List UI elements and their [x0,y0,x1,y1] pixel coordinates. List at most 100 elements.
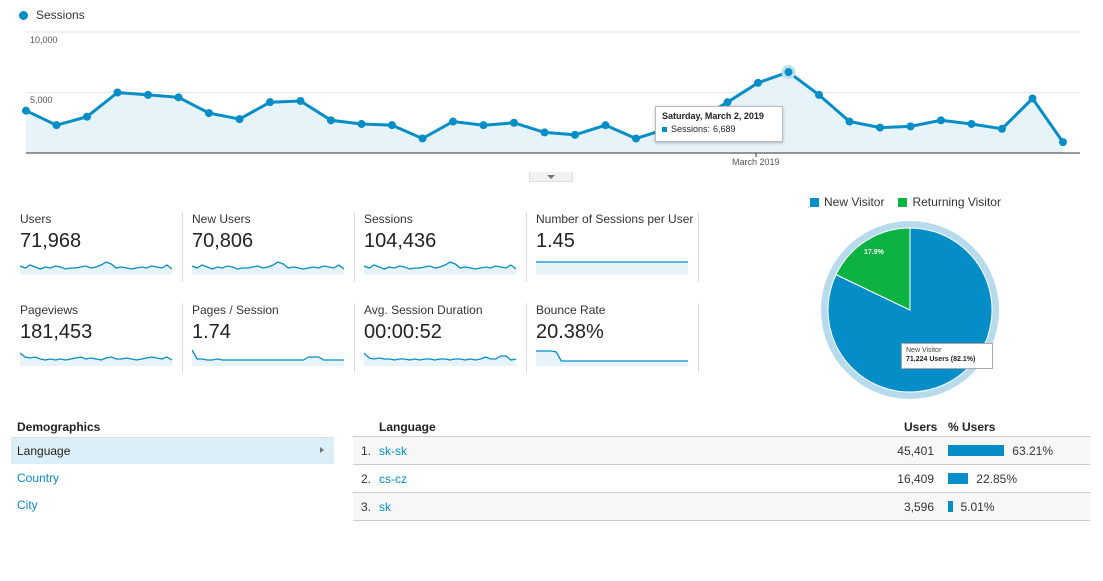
metric-label: Avg. Session Duration [364,303,483,317]
data-point [235,115,244,124]
share-bar [948,473,969,484]
metric-value: 1.74 [192,321,231,343]
metric-value: 1.45 [536,230,575,252]
metric-sessions-per-user[interactable]: Number of Sessions per User 1.45 [536,212,706,290]
metric-new-users[interactable]: New Users 70,806 [192,212,362,290]
data-point [479,121,488,130]
data-point [449,117,457,126]
row-number: 3. [361,500,372,514]
data-point [540,128,549,137]
metric-value: 104,436 [364,230,437,252]
demographics-item-label: Language [17,444,71,458]
divider [353,492,1090,493]
metric-bounce-rate[interactable]: Bounce Rate 20.38% [536,303,706,381]
divider [182,212,183,282]
pie-legend-returning-visitor[interactable]: Returning Visitor [898,195,1001,209]
data-point [418,134,427,143]
data-point [1028,94,1037,103]
bounce-rate-sparkline [536,350,688,366]
returning-visitor-square-icon [898,197,908,207]
metric-pageviews[interactable]: Pageviews 181,453 [20,303,190,381]
divider [698,212,699,282]
data-point [937,116,945,125]
users-sparkline [20,261,173,275]
sessions-per-user-sparkline [536,261,688,275]
pie-tooltip-title: New Visitor [906,347,942,354]
tooltip-date: Saturday, March 2, 2019 [662,111,764,121]
language-link[interactable]: sk [379,500,391,514]
sessions-legend[interactable]: Sessions [19,8,85,22]
language-link[interactable]: sk-sk [379,444,407,458]
y-tick-5000: 5,000 [30,95,53,105]
share-pct: 22.85% [976,472,1017,486]
demographics-item-language[interactable]: Language [11,438,334,464]
x-axis-label: March 2019 [732,157,780,167]
divider [354,303,355,373]
table-row: 1. sk-sk 45,401 63.21% [353,437,1090,465]
sparkline-area [20,262,172,275]
metric-label: Pageviews [20,303,79,317]
language-link[interactable]: cs-cz [379,472,407,486]
data-point [754,78,762,87]
metric-sessions[interactable]: Sessions 104,436 [364,212,534,290]
pie-tooltip-value: 71,224 Users (82.1%) [906,356,976,363]
tooltip-value: 6,689 [713,124,736,134]
divider [11,437,334,438]
sessions-sparkline [364,261,517,275]
demographics-item-label: Country [17,471,60,485]
pages-per-session-sparkline [192,349,344,366]
demographics-item-city[interactable]: City [11,492,334,518]
column-header-language: Language [379,420,436,434]
data-point [571,130,579,139]
data-point [723,98,732,107]
data-point [876,123,884,132]
pie-slice-returning-visitor [835,227,911,311]
sparkline-line [536,350,688,362]
sessions-line-chart: Sessions 10,000 5,000 March 2019 Saturda… [0,0,1103,185]
data-point [327,116,335,125]
data-point [784,68,793,77]
sparkline-line [192,261,345,270]
data-point [174,93,183,102]
demographics-item-country[interactable]: Country [11,465,334,491]
data-point [357,119,366,128]
divider [526,303,527,373]
metric-users[interactable]: Users 71,968 [20,212,190,290]
demographics-heading: Demographics [17,420,101,434]
metric-label: Users [20,212,52,226]
data-point [113,88,122,97]
divider [353,464,1090,465]
data-point [815,90,823,99]
pie-legend-new-visitor[interactable]: New Visitor [810,195,884,209]
sparkline-line [20,261,173,270]
new-visitor-square-icon [810,197,819,207]
data-point [52,121,61,130]
metric-value: 181,453 [20,321,93,343]
metric-value: 71,968 [20,230,82,252]
data-point [510,118,518,127]
data-point [601,121,610,130]
metric-pages-per-session[interactable]: Pages / Session 1.74 [192,303,362,381]
chart-tooltip: Saturday, March 2, 2019 Sessions: 6,689 [655,106,783,142]
table-row: 3. sk 3,596 5.01% [353,493,1090,521]
visitor-type-pie-chart[interactable] [805,215,1005,405]
chart-collapse-handle[interactable] [529,172,573,182]
sparkline-line [364,352,517,361]
column-header-pct-users: % Users [948,420,996,434]
metric-label: New Users [192,212,251,226]
pie-slice-label-returning: 17.9% [864,249,884,256]
pie-tooltip: New Visitor 71,224 Users (82.1%) [901,343,993,369]
chevron-right-icon [320,447,324,453]
table-row: 2. cs-cz 16,409 22.85% [353,465,1090,493]
divider [182,303,183,373]
data-point [906,122,915,131]
users-count: 45,401 [897,444,934,458]
data-point [205,109,213,118]
users-count: 3,596 [903,500,934,514]
pageviews-sparkline [20,352,173,366]
data-point [22,106,30,115]
row-number: 1. [361,444,372,458]
metric-avg-session-duration[interactable]: Avg. Session Duration 00:00:52 [364,303,534,381]
data-point [845,117,854,126]
sessions-line-plot[interactable] [0,0,1103,185]
